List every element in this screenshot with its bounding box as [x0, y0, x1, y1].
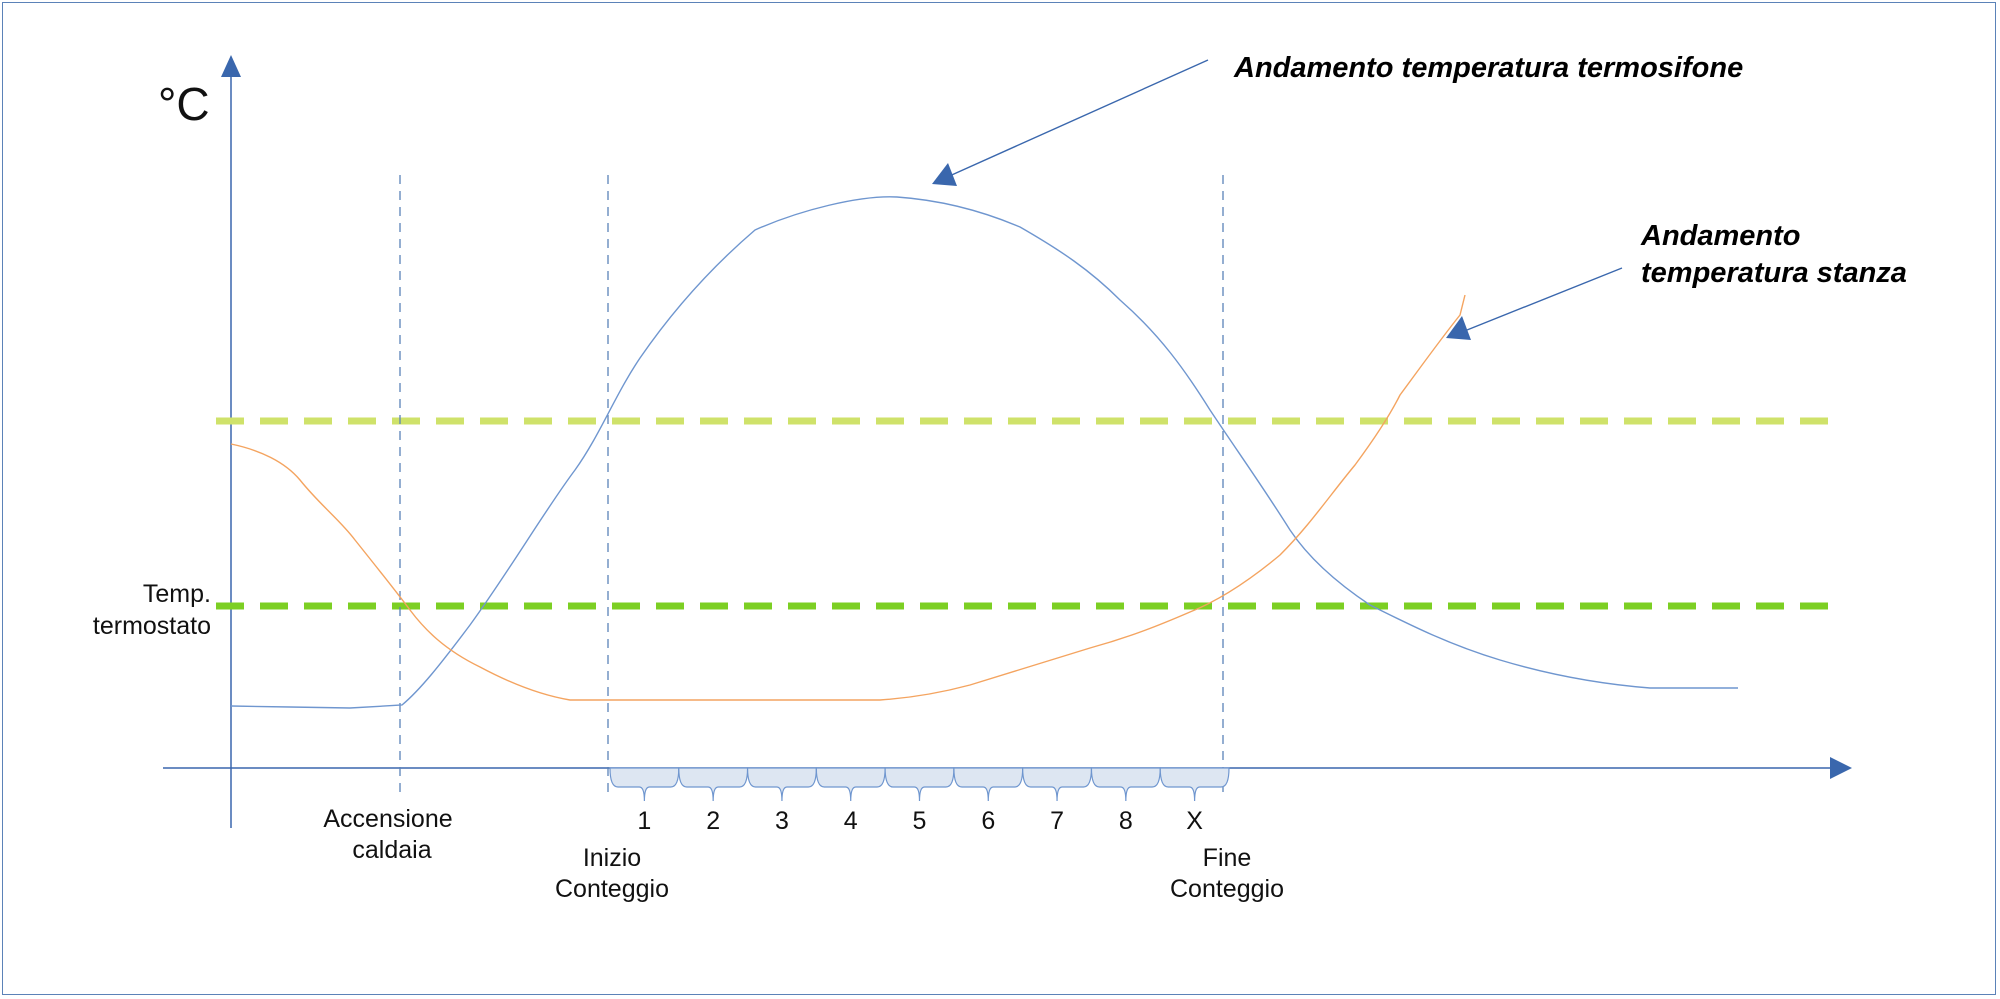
- count-start-label-line1: Inizio: [583, 844, 641, 872]
- radiator-annotation-arrowhead: [932, 163, 957, 186]
- y-axis-arrowhead: [221, 55, 241, 77]
- interval-label: 2: [706, 807, 720, 835]
- interval-bracket: [746, 767, 817, 802]
- interval-bracket: [1159, 767, 1230, 802]
- interval-label: 4: [844, 807, 858, 835]
- interval-brackets: 1 2 3 4 5 6 7 8 X: [609, 767, 1230, 835]
- interval-bracket: [815, 767, 886, 802]
- room-curve-title-line1: Andamento: [1640, 220, 1801, 252]
- x-axis-arrowhead: [1830, 757, 1852, 779]
- interval-bracket: [953, 767, 1024, 802]
- interval-bracket: [678, 767, 749, 802]
- interval-label: 7: [1050, 807, 1064, 835]
- interval-bracket: [609, 767, 680, 802]
- room-curve-title-line2: temperatura stanza: [1641, 257, 1907, 289]
- boiler-on-label-line2: caldaia: [352, 836, 431, 864]
- interval-label: 3: [775, 807, 789, 835]
- room-temperature-curve: [230, 294, 1466, 701]
- count-end-label-line2: Conteggio: [1170, 875, 1284, 903]
- interval-label: 8: [1119, 807, 1133, 835]
- interval-bracket: [884, 767, 955, 802]
- room-annotation-arrowhead: [1446, 316, 1471, 340]
- room-annotation-arrow: [1461, 267, 1623, 333]
- interval-label: X: [1186, 807, 1203, 835]
- radiator-annotation-arrow: [944, 59, 1209, 179]
- interval-bracket: [1022, 767, 1093, 802]
- y-axis-unit-label: °C: [158, 78, 210, 130]
- interval-bracket: [1090, 767, 1161, 802]
- thermostat-label-line2: termostato: [93, 612, 211, 640]
- count-start-label-line2: Conteggio: [555, 875, 669, 903]
- boiler-on-label-line1: Accensione: [323, 805, 452, 833]
- radiator-temperature-curve: [230, 196, 1738, 709]
- interval-label: 6: [981, 807, 995, 835]
- count-end-label-line1: Fine: [1203, 844, 1252, 872]
- interval-label: 1: [637, 807, 651, 835]
- radiator-curve-title: Andamento temperatura termosifone: [1233, 52, 1743, 84]
- thermostat-label-line1: Temp.: [143, 580, 211, 608]
- interval-label: 5: [913, 807, 927, 835]
